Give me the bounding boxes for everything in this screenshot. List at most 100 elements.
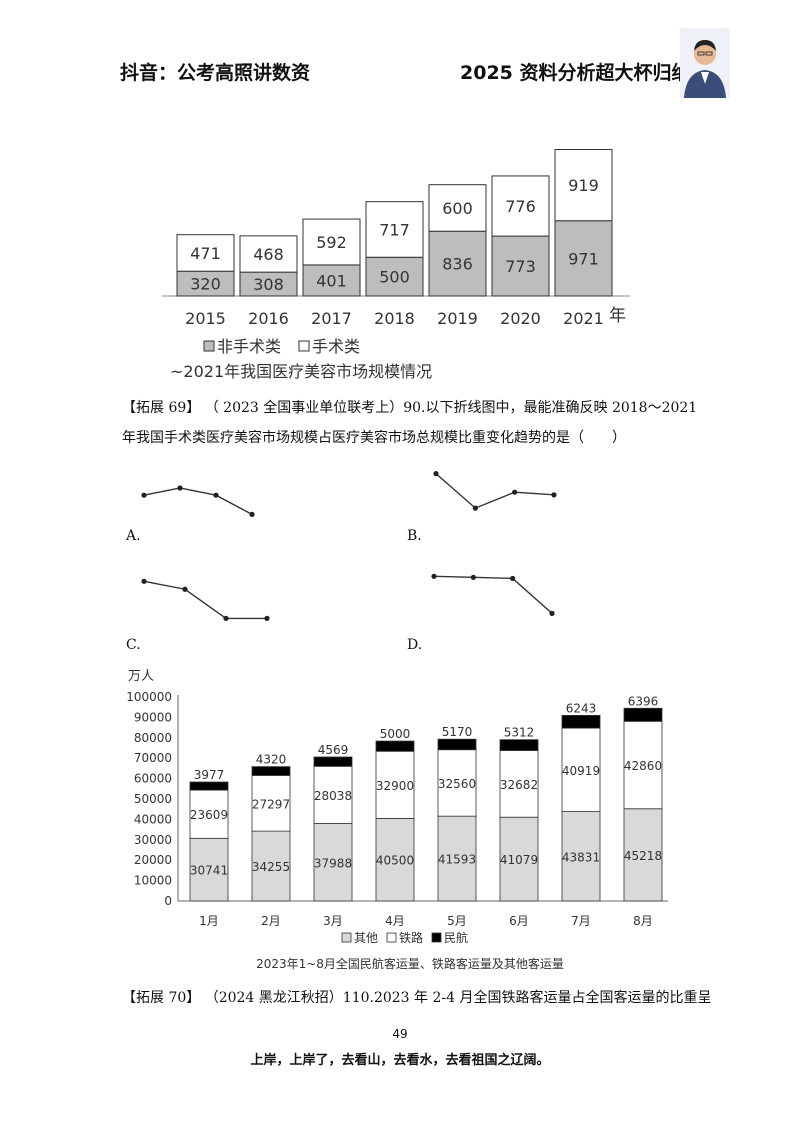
data-label-aviation-7: 6243 (566, 701, 597, 715)
bar-surgical-2017 (302, 218, 361, 266)
data-label-aviation-6: 5312 (504, 726, 535, 740)
data-label-surgical-2017: 592 (316, 233, 347, 252)
x-tick-2015: 2015 (185, 309, 226, 328)
option-b-point-3 (512, 489, 518, 495)
option-d-point-4 (549, 610, 555, 616)
bar-railway-2 (251, 775, 291, 832)
data-label-other-8: 45218 (624, 849, 662, 863)
data-label-railway-8: 42860 (624, 759, 662, 773)
data-label-railway-1: 23609 (190, 808, 228, 822)
bar-non-surgical-2021 (554, 220, 613, 297)
x-tick-2020: 2020 (500, 309, 541, 328)
option-c-trend-line (143, 580, 267, 620)
bar-surgical-2015 (176, 234, 235, 272)
bar-surgical-2020 (491, 175, 550, 237)
data-label-non-surgical-2020: 773 (505, 257, 536, 276)
question-69-line-1: 【拓展 69】 （ 2023 全国事业单位联考上）90.以下折线图中，最能准确反… (122, 400, 698, 416)
bar-non-surgical-2015 (176, 270, 235, 297)
y-tick-20000: 20000 (134, 853, 172, 867)
legend-swatch-railway (386, 932, 397, 943)
option-c-line-chart (141, 578, 270, 621)
option-a-trend-line (143, 487, 253, 516)
bar-other-5 (437, 815, 477, 902)
bar-non-surgical-2017 (302, 264, 361, 297)
bar-surgical-2018 (365, 201, 424, 258)
data-label-other-7: 43831 (562, 850, 600, 864)
bar-other-4 (375, 817, 415, 902)
bar-other-8 (623, 808, 663, 902)
data-label-aviation-2: 4320 (256, 753, 287, 767)
y-axis-unit: 万人 (128, 669, 154, 684)
data-label-railway-3: 28038 (314, 789, 352, 803)
question-69-line-2: 年我国手术类医疗美容市场规模占医疗美容市场总规模比重变化趋势的是（ ） (122, 430, 626, 446)
option-a-point-2 (177, 485, 183, 491)
y-tick-30000: 30000 (134, 833, 172, 847)
x-tick-7: 7月 (571, 914, 591, 928)
author-photo (680, 28, 730, 98)
option-a-line-chart (141, 485, 255, 517)
bar-railway-3 (313, 765, 353, 824)
data-label-aviation-5: 5170 (442, 725, 473, 739)
data-label-surgical-2020: 776 (505, 197, 536, 216)
y-tick-70000: 70000 (134, 751, 172, 765)
legend-label-aviation: 民航 (444, 930, 468, 945)
x-tick-2021: 2021 (563, 309, 604, 328)
x-tick-1: 1月 (199, 914, 219, 928)
bar-other-6 (499, 816, 539, 902)
bar-non-surgical-2019 (428, 230, 487, 297)
legend-label-surgical: 手术类 (312, 337, 360, 356)
bar-railway-6 (499, 750, 539, 818)
bar-other-3 (313, 823, 353, 902)
data-label-railway-2: 27297 (252, 797, 290, 811)
data-label-aviation-8: 6396 (628, 694, 659, 708)
bar-non-surgical-2018 (365, 256, 424, 297)
data-label-railway-7: 40919 (562, 764, 600, 778)
option-a-label: A. (126, 528, 141, 544)
y-tick-40000: 40000 (134, 812, 172, 826)
passenger-volume-chart: 万人 0 10000 20000 30000 40000 50000 60000 70000 80… (126, 669, 668, 971)
data-label-railway-6: 32682 (500, 778, 538, 792)
x-tick-8: 8月 (633, 914, 653, 928)
bar-aviation-2 (251, 766, 291, 776)
y-tick-60000: 60000 (134, 772, 172, 786)
bar-surgical-2021 (554, 149, 613, 222)
data-label-railway-4: 32900 (376, 779, 414, 793)
y-tick-10000: 10000 (134, 874, 172, 888)
option-a-point-4 (249, 511, 255, 517)
bar-surgical-2019 (428, 184, 487, 232)
x-tick-2018: 2018 (374, 309, 415, 328)
data-label-other-6: 41079 (500, 853, 538, 867)
option-b-line-chart (433, 471, 557, 511)
x-tick-5: 5月 (447, 914, 467, 928)
option-b-point-1 (433, 471, 439, 477)
bar-railway-5 (437, 749, 477, 817)
bar-surgical-2016 (239, 235, 298, 273)
option-d-point-1 (431, 573, 437, 579)
data-label-non-surgical-2019: 836 (442, 255, 473, 274)
bar-other-7 (561, 811, 601, 902)
data-label-non-surgical-2017: 401 (316, 271, 347, 290)
legend-label-other: 其他 (354, 931, 378, 945)
option-c-point-3 (223, 615, 229, 621)
bar-aviation-1 (189, 781, 229, 791)
data-label-surgical-2016: 468 (253, 245, 284, 264)
data-label-other-1: 30741 (190, 864, 228, 878)
data-label-non-surgical-2018: 500 (379, 268, 410, 287)
x-tick-2019: 2019 (437, 309, 478, 328)
bar-aviation-8 (623, 707, 663, 722)
data-label-aviation-4: 5000 (380, 727, 411, 741)
y-tick-90000: 90000 (134, 710, 172, 724)
bar-aviation-4 (375, 740, 415, 752)
bar-aviation-5 (437, 738, 477, 751)
data-label-railway-5: 32560 (438, 777, 476, 791)
footer-slogan: 上岸，上岸了，去看山，去看水，去看祖国之辽阔。 (250, 1053, 550, 1068)
x-tick-2017: 2017 (311, 309, 352, 328)
data-label-other-4: 40500 (376, 854, 414, 868)
option-c-point-1 (141, 578, 147, 584)
bar-non-surgical-2020 (491, 235, 550, 297)
data-label-other-3: 37988 (314, 856, 352, 870)
page-number: 49 (392, 1027, 408, 1041)
option-d-trend-line (433, 575, 553, 614)
bar-railway-7 (561, 727, 601, 812)
bar-railway-4 (375, 750, 415, 819)
